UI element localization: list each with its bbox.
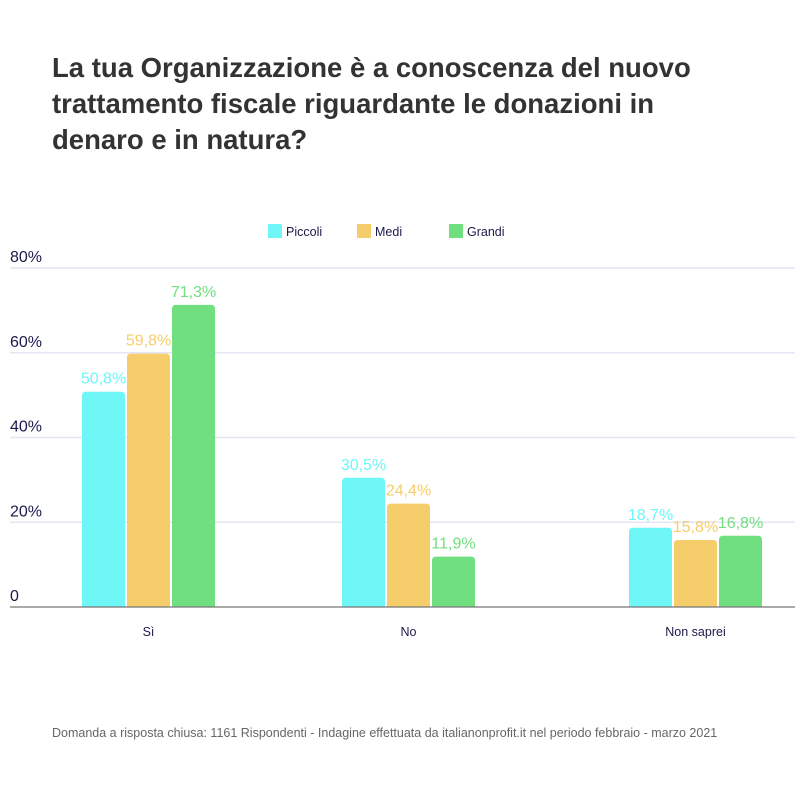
x-tick-label: Non saprei [665, 625, 725, 639]
y-tick-label: 20% [10, 503, 42, 520]
legend-swatch-grandi [449, 224, 463, 238]
bar-piccoli [82, 391, 125, 607]
bar-grandi [172, 304, 215, 607]
bar-piccoli [342, 477, 385, 607]
y-tick-label: 0 [10, 588, 19, 605]
bar-grandi [432, 556, 475, 607]
x-tick-label: No [401, 625, 417, 639]
bar-grandi [719, 535, 762, 607]
y-tick-label: 80% [10, 249, 42, 266]
data-label: 15,8% [673, 519, 718, 536]
y-tick-label: 40% [10, 419, 42, 436]
data-label: 30,5% [341, 457, 386, 474]
x-tick-label: Sì [143, 625, 155, 639]
bar-piccoli [629, 527, 672, 607]
bar-medi [387, 503, 430, 607]
legend-swatch-medi [357, 224, 371, 238]
y-tick-label: 60% [10, 334, 42, 351]
data-label: 18,7% [628, 507, 673, 524]
data-label: 71,3% [171, 284, 216, 301]
bar-medi [127, 353, 170, 607]
data-label: 59,8% [126, 333, 171, 350]
data-label: 11,9% [431, 536, 475, 553]
data-label: 50,8% [81, 371, 126, 388]
footnote: Domanda a risposta chiusa: 1161 Risponde… [52, 726, 718, 740]
chart-title: La tua Organizzazione è a conoscenza del… [52, 52, 691, 155]
data-label: 24,4% [386, 483, 431, 500]
legend-swatch-piccoli [268, 224, 282, 238]
legend-label: Grandi [467, 225, 505, 239]
bar-medi [674, 540, 717, 607]
legend-label: Piccoli [286, 225, 322, 239]
data-label: 16,8% [718, 515, 763, 532]
legend-label: Medi [375, 225, 402, 239]
